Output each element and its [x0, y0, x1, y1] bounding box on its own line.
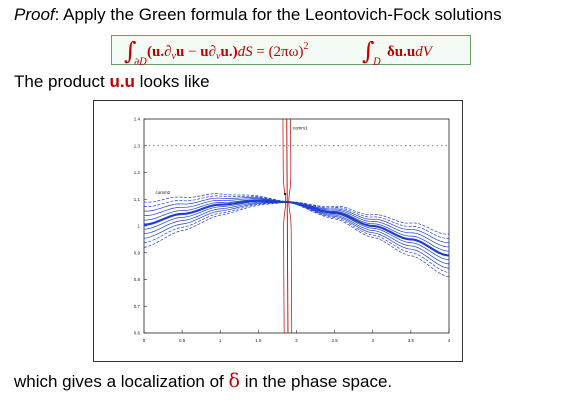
lhs-u2: u — [176, 44, 184, 60]
x-tick-label: 4 — [448, 338, 451, 343]
red-band-line — [288, 118, 293, 334]
lhs-u1: (u. — [147, 44, 164, 60]
lhs-ds: dS — [238, 44, 254, 60]
blue-envelope-curve — [143, 201, 450, 278]
proof-text: : Apply the Green formula for the Leonto… — [54, 5, 502, 24]
integral-lower-left: ∂D — [134, 57, 147, 66]
lhs-u4: u.) — [221, 44, 238, 60]
x-tick-label: 2.5 — [331, 338, 338, 343]
product-suffix: looks like — [134, 72, 210, 91]
product-highlight: u.u — [109, 72, 135, 91]
delta-symbol: δ — [228, 370, 240, 392]
y-tick-label: 0.8 — [134, 277, 141, 282]
x-tick-label: 2 — [295, 338, 298, 343]
lhs-minus: − — [184, 44, 200, 60]
coefficient: (2πω) — [269, 44, 304, 60]
integral-sign-right: ∫ — [362, 37, 375, 65]
conclusion-suffix: in the phase space. — [239, 372, 393, 391]
rhs-dv: dV — [415, 44, 434, 60]
y-tick-label: 1.3 — [134, 143, 141, 148]
proof-label: Proof — [14, 5, 55, 24]
product-prefix: The product — [14, 72, 110, 91]
conclusion-prefix: which gives a localization of — [14, 372, 229, 391]
lhs-nu1: ν — [172, 51, 177, 62]
blue-envelope-curve — [143, 199, 450, 252]
x-tick-label: 0.5 — [179, 338, 186, 343]
plot-axes-box — [143, 118, 450, 334]
plot-figure: 0 0.5 1 1.5 2 2.5 3 3.5 4 0.6 0.7 0.8 0.9 1 1.1 1.2 1.3 1… — [93, 100, 463, 362]
blue-envelope-curve — [143, 201, 450, 265]
left-curve-label: comm2 — [155, 190, 170, 195]
green-formula-box: ∫ ∂D (u.∂νu − u∂νu.)dS = (2πω)2 ∫ D δu.u… — [111, 35, 471, 66]
top-curve-label: comm1 — [293, 126, 308, 131]
intersection-marker — [283, 192, 287, 196]
y-tick-label: 0.9 — [134, 250, 141, 255]
red-band-line — [282, 118, 287, 334]
x-tick-label: 1.5 — [255, 338, 262, 343]
x-tick-label: 0 — [143, 338, 146, 343]
proof-statement: Proof: Apply the Green formula for the L… — [14, 5, 502, 25]
integral-lower-right: D — [372, 57, 381, 66]
green-formula: ∫ ∂D (u.∂νu − u∂νu.)dS = (2πω)2 ∫ D δu.u… — [124, 37, 434, 66]
y-tick-label: 1 — [137, 224, 140, 229]
rhs-body: δu.udV — [387, 44, 434, 60]
lhs-u3: u — [200, 44, 208, 60]
x-tick-label: 3 — [371, 338, 374, 343]
equals: = — [253, 44, 269, 60]
integral-sign-left: ∫ — [124, 37, 137, 65]
x-tick-label: 1 — [219, 338, 222, 343]
y-tick-label: 1.1 — [134, 197, 141, 202]
plot-canvas: 0 0.5 1 1.5 2 2.5 3 3.5 4 0.6 0.7 0.8 0.9 1 1.1 1.2 1.3 1… — [134, 117, 451, 344]
rhs-delta-uu: δu.u — [387, 44, 415, 60]
red-band-line — [286, 118, 289, 334]
lhs-partial1: ∂ — [164, 44, 171, 60]
coefficient-power: 2 — [304, 41, 309, 52]
x-tick-label: 3.5 — [408, 338, 415, 343]
y-tick-label: 0.6 — [134, 331, 141, 336]
conclusion-statement: which gives a localization of δ in the p… — [14, 370, 392, 392]
blue-envelope-curve — [143, 193, 450, 235]
y-tick-label: 1.2 — [134, 170, 141, 175]
lhs-nu2: ν — [216, 51, 221, 62]
lhs-body: (u.∂νu − u∂νu.)dS = (2πω)2 — [147, 41, 309, 62]
lhs-partial2: ∂ — [209, 44, 216, 60]
y-tick-label: 0.7 — [134, 304, 141, 309]
y-tick-label: 1.4 — [134, 117, 141, 122]
product-statement: The product u.u looks like — [14, 72, 210, 92]
